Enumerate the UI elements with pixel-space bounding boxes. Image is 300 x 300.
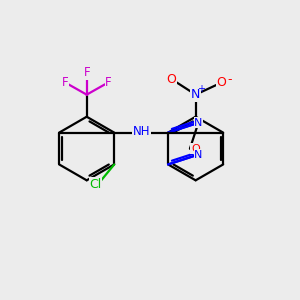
Text: -: - <box>228 74 232 86</box>
Text: +: + <box>197 84 205 94</box>
Text: NH: NH <box>132 125 150 138</box>
Text: O: O <box>216 76 226 89</box>
Text: F: F <box>61 76 68 89</box>
Text: N: N <box>194 150 202 160</box>
Text: F: F <box>105 76 112 89</box>
Text: Cl: Cl <box>90 178 102 191</box>
Text: O: O <box>191 143 200 154</box>
Text: O: O <box>167 74 176 86</box>
Text: N: N <box>191 88 200 101</box>
Text: N: N <box>194 118 202 128</box>
Text: F: F <box>83 66 90 80</box>
